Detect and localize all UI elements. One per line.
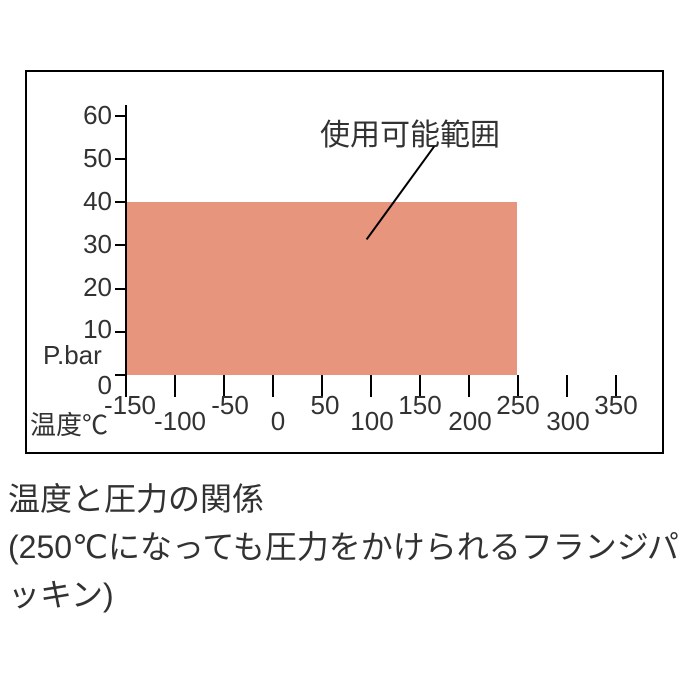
x-tick xyxy=(272,375,274,397)
y-tick-label: 50 xyxy=(62,145,112,171)
y-tick-label: 20 xyxy=(62,274,112,300)
caption-line2: (250℃になっても圧力をかけられるフランジパッキン) xyxy=(8,529,679,613)
y-tick xyxy=(115,115,125,117)
y-tick xyxy=(115,244,125,246)
x-tick xyxy=(174,375,176,397)
y-tick-label: 40 xyxy=(62,188,112,214)
x-axis-unit: 温度℃ xyxy=(30,405,108,442)
y-tick xyxy=(115,158,125,160)
x-tick xyxy=(468,375,470,397)
x-tick xyxy=(370,375,372,397)
y-tick xyxy=(115,201,125,203)
plot-area xyxy=(125,115,615,375)
usable-region xyxy=(125,202,517,375)
y-tick xyxy=(115,331,125,333)
y-tick-label: 10 xyxy=(62,316,112,342)
caption-line1: 温度と圧力の関係 xyxy=(8,481,264,517)
y-tick xyxy=(115,374,125,376)
x-tick-label: 350 xyxy=(586,390,646,421)
y-tick-label: 60 xyxy=(62,102,112,128)
annotation-label: 使用可能範囲 xyxy=(320,110,500,154)
x-tick xyxy=(566,375,568,397)
y-axis-unit: P.bar xyxy=(43,340,102,371)
y-tick xyxy=(115,288,125,290)
caption: 温度と圧力の関係 (250℃になっても圧力をかけられるフランジパッキン) xyxy=(8,475,683,619)
y-axis-line xyxy=(125,105,127,375)
y-tick-label: 30 xyxy=(62,231,112,257)
